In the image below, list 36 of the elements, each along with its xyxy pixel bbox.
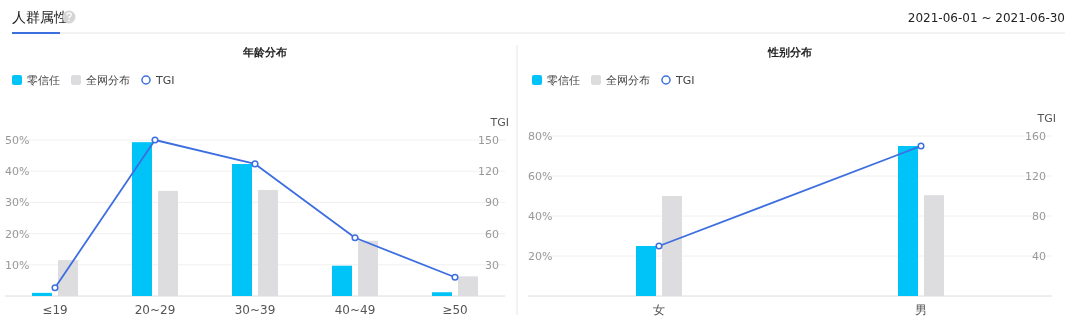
x-tick-label: 40~49 [334,303,376,317]
legend-label: 全网分布 [86,74,130,87]
y2-tick-label: 40 [1032,250,1046,263]
legend-label: 零信任 [547,74,580,87]
y-tick-label: 30% [5,196,30,210]
y-tick-label: 80% [528,130,553,143]
legend-label: 全网分布 [606,74,650,87]
y2-tick-label: 150 [478,134,499,147]
y2-axis-title: TGI [1036,112,1056,125]
y-tick-label: 20% [5,227,30,241]
x-tick-label: 女 [653,303,665,317]
legend-label: 零信任 [27,74,60,87]
y2-tick-label: 120 [1025,170,1046,183]
legend-label: TGI [675,74,695,87]
y2-tick-label: 120 [478,165,499,179]
y-tick-label: 60% [528,170,553,183]
y2-tick-label: 30 [485,258,499,272]
x-tick-label: 男 [915,303,927,317]
legend-label: TGI [155,74,175,87]
y2-axis-title: TGI [489,116,509,129]
x-tick-label: 30~39 [234,303,276,317]
y-tick-label: 50% [5,134,30,147]
y2-tick-label: 60 [485,227,499,241]
y2-tick-label: 80 [1032,210,1046,223]
y-tick-label: 20% [528,250,553,263]
chart-title: 性别分布 [767,46,812,59]
x-tick-label: ≤19 [42,303,68,317]
y-tick-label: 40% [5,165,30,179]
chart-title: 年龄分布 [242,46,287,59]
x-tick-label: ≥50 [442,303,468,317]
y-tick-label: 10% [5,258,30,272]
y2-tick-label: 160 [1025,130,1046,143]
y2-tick-label: 90 [485,196,499,210]
text: 2021-06-01 ~ 2021-06-30 [907,11,1065,25]
x-tick-label: 20~29 [134,303,176,317]
y-tick-label: 40% [528,210,553,223]
